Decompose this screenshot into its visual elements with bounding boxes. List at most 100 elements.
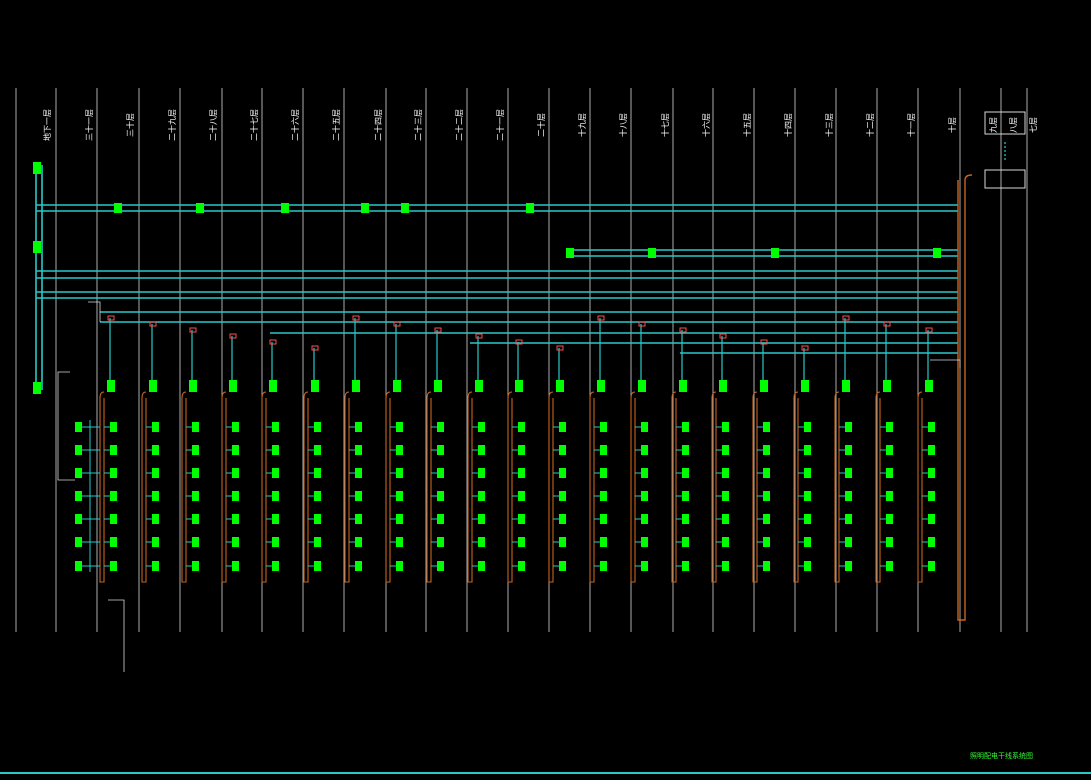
distribution-box xyxy=(396,491,403,501)
floor-label: 二十二层 xyxy=(454,109,464,141)
distribution-box xyxy=(75,422,82,432)
distribution-box xyxy=(110,561,117,571)
distribution-box xyxy=(396,422,403,432)
tap-point xyxy=(801,345,809,351)
distribution-box xyxy=(396,561,403,571)
floor-label: 二十四层 xyxy=(373,109,383,141)
floor-panel xyxy=(149,380,157,392)
riser-cable xyxy=(589,391,595,583)
distribution-box xyxy=(845,445,852,455)
distribution-box xyxy=(478,491,485,501)
distribution-box xyxy=(314,445,321,455)
distribution-box xyxy=(641,445,648,455)
floor-label: 七层 xyxy=(1029,117,1038,133)
distribution-box xyxy=(682,468,689,478)
distribution-box xyxy=(641,561,648,571)
supply-breaker xyxy=(33,382,41,394)
distribution-box xyxy=(682,445,689,455)
distribution-box xyxy=(763,422,770,432)
distribution-box xyxy=(355,468,362,478)
riser-cable xyxy=(875,391,881,583)
distribution-box xyxy=(152,491,159,501)
main-feeder-buses xyxy=(33,162,973,621)
distribution-box xyxy=(152,422,159,432)
distribution-box xyxy=(722,445,729,455)
distribution-box xyxy=(110,422,117,432)
tap-point xyxy=(515,339,523,345)
distribution-box xyxy=(682,491,689,501)
distribution-box xyxy=(641,468,648,478)
floor-label: 十三层 xyxy=(824,113,834,137)
riser-cable xyxy=(548,391,554,583)
floor-label: 十九层 xyxy=(577,113,587,137)
floor-label: 二十三层 xyxy=(413,109,423,141)
distribution-box xyxy=(314,561,321,571)
distribution-box xyxy=(314,537,321,547)
distribution-box xyxy=(478,537,485,547)
tap-point xyxy=(760,339,768,345)
distribution-box xyxy=(804,422,811,432)
distribution-box xyxy=(600,422,607,432)
distribution-box xyxy=(437,561,444,571)
distribution-box xyxy=(355,561,362,571)
distribution-box xyxy=(886,445,893,455)
distribution-box xyxy=(928,537,935,547)
distribution-box xyxy=(232,445,239,455)
floor-label: 十一层 xyxy=(906,113,916,137)
tap-point xyxy=(189,327,197,333)
panel-box xyxy=(984,169,1026,189)
floor-label: 二十一层 xyxy=(495,109,505,141)
distribution-box xyxy=(478,468,485,478)
distribution-box xyxy=(110,491,117,501)
distribution-box xyxy=(804,561,811,571)
distribution-box xyxy=(886,422,893,432)
distribution-box xyxy=(886,561,893,571)
distribution-box xyxy=(355,491,362,501)
distribution-box xyxy=(152,468,159,478)
distribution-box xyxy=(559,514,566,524)
distribution-box xyxy=(600,561,607,571)
distribution-box xyxy=(232,537,239,547)
leader-line xyxy=(57,371,75,481)
distribution-box xyxy=(272,422,279,432)
distribution-box xyxy=(722,514,729,524)
distribution-box xyxy=(110,445,117,455)
distribution-box xyxy=(232,491,239,501)
distribution-box xyxy=(804,445,811,455)
drawing-title: 照明配电干线系统图 xyxy=(970,752,1033,760)
distribution-box xyxy=(75,537,82,547)
distribution-box xyxy=(559,537,566,547)
floor-panel xyxy=(434,380,442,392)
tap-point xyxy=(556,345,564,351)
distribution-box xyxy=(928,468,935,478)
floor-grid-lines xyxy=(15,88,1028,632)
floor-label: 十八层 xyxy=(618,113,628,137)
riser-cable xyxy=(834,391,840,583)
bottom-border xyxy=(0,772,1091,774)
tap-point xyxy=(434,327,442,333)
distribution-box xyxy=(75,468,82,478)
floor-label: 十五层 xyxy=(742,113,752,137)
leader-line xyxy=(930,359,961,368)
distribution-box xyxy=(804,514,811,524)
distribution-box xyxy=(355,537,362,547)
distribution-box xyxy=(110,537,117,547)
distribution-box xyxy=(518,468,525,478)
distribution-box xyxy=(928,422,935,432)
distribution-box xyxy=(75,491,82,501)
panel-box xyxy=(984,111,1026,135)
distribution-box xyxy=(192,561,199,571)
supply-breaker xyxy=(33,162,41,174)
distribution-box xyxy=(682,422,689,432)
bus-breaker xyxy=(526,203,534,213)
distribution-box xyxy=(804,537,811,547)
distribution-box xyxy=(437,491,444,501)
floor-panel xyxy=(679,380,687,392)
distribution-box xyxy=(110,514,117,524)
distribution-box xyxy=(355,514,362,524)
riser-cable xyxy=(181,391,187,583)
distribution-box xyxy=(232,561,239,571)
riser-cable xyxy=(793,391,799,583)
tap-point xyxy=(352,315,360,321)
